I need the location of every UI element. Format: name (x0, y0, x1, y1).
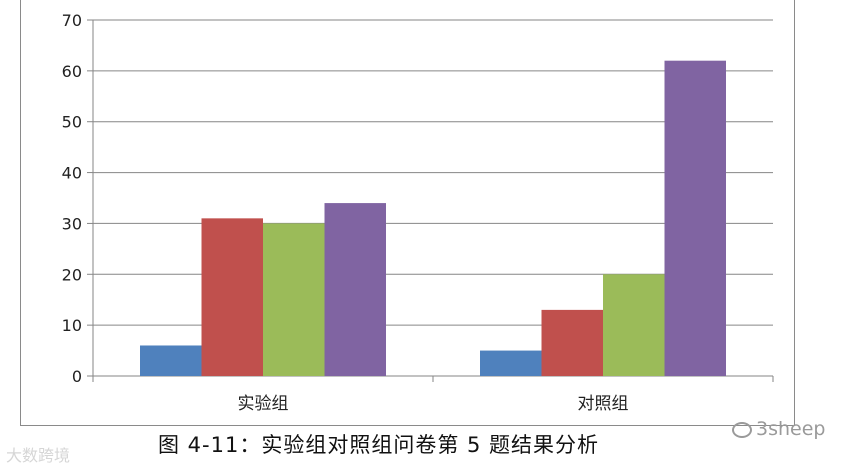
bar-series-2-1 (201, 218, 263, 376)
watermark-right-text: 3sheep (756, 418, 826, 440)
y-tick-label: 30 (62, 214, 82, 233)
bar-series-3-1 (263, 223, 325, 376)
y-tick-label: 50 (62, 113, 82, 132)
y-tick-label: 40 (62, 164, 82, 183)
y-tick-label: 0 (72, 367, 82, 386)
x-category-label: 实验组 (238, 394, 289, 414)
watermark-left: 大数跨境 (6, 442, 70, 466)
watermark-right: 3sheep (732, 418, 825, 440)
figure-caption: 图 4-11：实验组对照组问卷第 5 题结果分析 (158, 433, 600, 457)
bar-series-4-1 (324, 203, 386, 376)
y-tick-label: 10 (62, 316, 82, 335)
y-tick-label: 70 (62, 11, 82, 30)
x-category-label: 对照组 (578, 394, 629, 414)
bar-series-1-1 (140, 345, 202, 376)
bar-series-4-2 (664, 60, 726, 376)
chart-frame (20, 0, 795, 426)
watermark-left-text: 大数跨境 (6, 446, 71, 465)
bar-series-1-2 (480, 350, 542, 376)
bar-series-3-2 (603, 274, 665, 376)
bar-chart: 0 10 20 30 40 50 60 70 实验组 对照组 (62, 11, 774, 414)
bar-series-2-2 (541, 309, 603, 376)
y-tick-label: 20 (62, 265, 82, 284)
y-tick-label: 60 (62, 62, 82, 81)
wechat-icon (732, 422, 752, 438)
